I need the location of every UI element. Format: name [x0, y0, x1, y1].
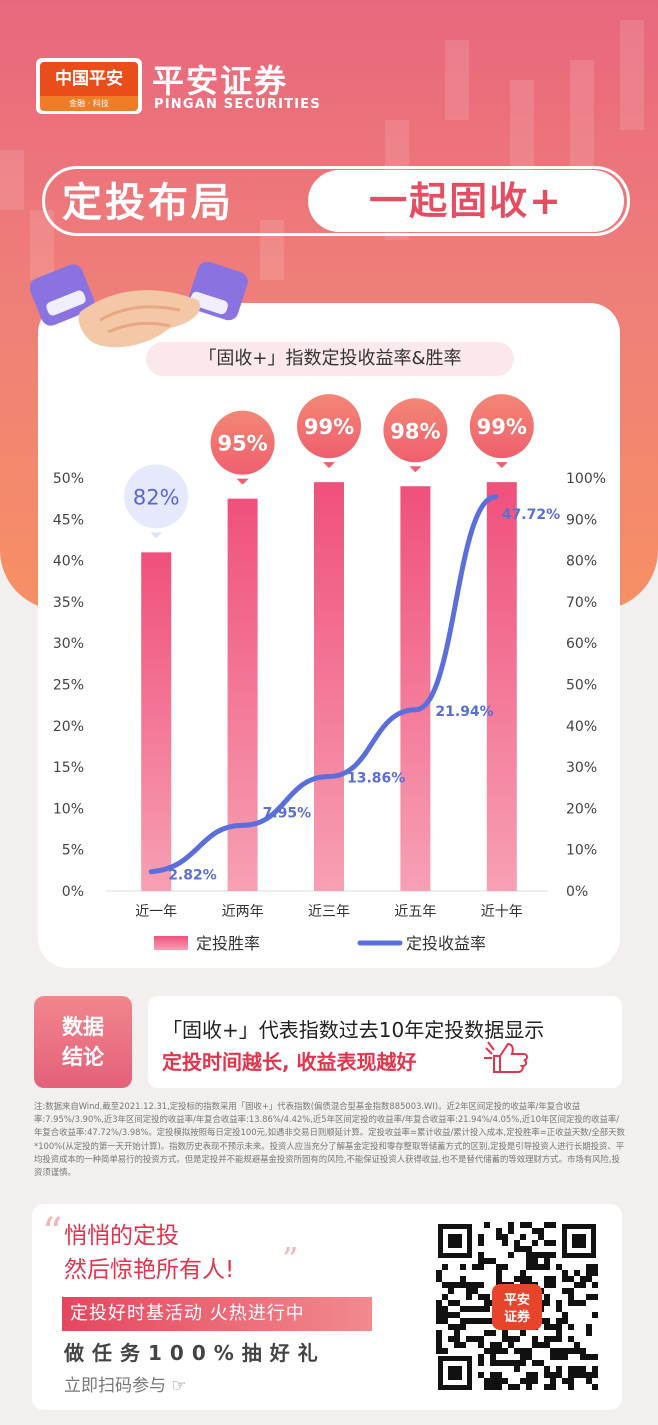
- y-left-tick-label: 0%: [62, 884, 84, 900]
- win-rate-label: 82%: [133, 485, 180, 509]
- y-left-tick-label: 20%: [53, 719, 84, 735]
- y-right-tick-label: 50%: [566, 678, 597, 694]
- thumbs-up-icon: [484, 1041, 528, 1073]
- y-left-tick-label: 30%: [53, 636, 84, 652]
- conclusion-line2: 定投时间越长, 收益表现越好: [162, 1050, 417, 1074]
- y-left-tick-label: 5%: [62, 843, 84, 859]
- win-rate-label: 98%: [390, 419, 440, 443]
- y-right-tick-label: 30%: [566, 760, 597, 776]
- x-tick-label: 近两年: [222, 904, 264, 920]
- return-rate-label: 13.86%: [347, 771, 405, 787]
- chart-title-bg: [146, 342, 514, 376]
- chart-title: 「固收+」指数定投收益率&胜率: [198, 348, 462, 369]
- pointing-hand-icon: ☞: [171, 1376, 187, 1396]
- y-right-tick-label: 100%: [566, 471, 606, 487]
- x-tick-label: 近一年: [135, 904, 177, 920]
- y-right-tick-label: 40%: [566, 719, 597, 735]
- return-rate-label: 2.82%: [168, 868, 217, 884]
- legend-bar-label: 定投胜率: [196, 934, 260, 953]
- legend-line-label: 定投收益率: [406, 934, 486, 953]
- line-return-rate: [148, 494, 499, 875]
- open-quote-icon: “: [42, 1210, 63, 1256]
- bubble-pointer: [409, 466, 422, 473]
- close-quote-icon: ”: [282, 1240, 299, 1278]
- qr-logo-text1: 平安: [504, 1292, 530, 1308]
- handshake-icon: [30, 261, 248, 348]
- win-rate-bubble: [383, 398, 448, 463]
- y-right-tick-label: 80%: [566, 554, 597, 570]
- banner-left-text: 定投布局: [62, 180, 234, 226]
- bar-win-rate: [314, 482, 344, 891]
- y-right-tick-label: 60%: [566, 636, 597, 652]
- qr-center-logo: [492, 1284, 542, 1330]
- conclusion-card: [148, 996, 622, 1088]
- bar-win-rate: [227, 498, 258, 891]
- win-rate-bubble: [297, 394, 361, 459]
- qr-code[interactable]: 平安 证券: [436, 1222, 598, 1392]
- win-rate-bubble: [124, 464, 189, 529]
- return-rate-label: 21.94%: [435, 704, 493, 720]
- disclaimer-note: 注:数据来自Wind,截至2021.12.31,定投标的指数采用「固收+」代表指…: [34, 1101, 625, 1178]
- y-left-tick-label: 10%: [53, 801, 84, 817]
- logo-sub-text: 金融 · 科技: [40, 96, 138, 111]
- bar-win-rate: [141, 552, 172, 891]
- bar-win-rate: [486, 482, 517, 891]
- pingan-logo: 中国平安 金融 · 科技: [36, 58, 142, 114]
- x-tick-label: 近十年: [481, 904, 523, 920]
- win-rate-label: 99%: [304, 415, 354, 439]
- bubble-pointer: [323, 462, 335, 469]
- bubble-pointer: [236, 478, 249, 485]
- scan-cta-label: 立即扫码参与: [64, 1376, 166, 1396]
- bar-win-rate: [400, 486, 431, 891]
- x-tick-label: 近三年: [308, 904, 350, 920]
- win-rate-label: 95%: [217, 432, 267, 456]
- brand-name-cn: 平安证券: [152, 62, 289, 100]
- combo-chart: 0% 5% 10% 15% 20% 25% 30% 35% 40% 45% 50% 0% 10% 20% 3…: [53, 394, 606, 953]
- scan-cta[interactable]: 立即扫码参与 ☞: [64, 1371, 187, 1396]
- y-left-tick-label: 50%: [53, 471, 84, 487]
- conclusion-tag: 数据 结论: [34, 996, 132, 1088]
- banner-right-pill: 一起固收+: [308, 170, 624, 232]
- promo-slogan-line1: 悄悄的定投: [64, 1223, 179, 1249]
- brand-name-en: PINGAN SECURITIES: [154, 97, 321, 112]
- y-left-tick-label: 15%: [53, 760, 84, 776]
- win-rate-label: 99%: [477, 415, 527, 439]
- y-right-tick-label: 70%: [566, 595, 597, 611]
- y-right-tick-label: 20%: [566, 801, 597, 817]
- task-text: 做任务100%抽好礼: [64, 1341, 326, 1365]
- y-left-tick-label: 25%: [53, 678, 84, 694]
- bubble-pointer: [495, 462, 508, 469]
- y-right-tick-label: 0%: [566, 884, 588, 900]
- x-tick-label: 近五年: [394, 904, 436, 920]
- conclusion-tag-line2: 结论: [62, 1045, 104, 1069]
- y-right-tick-label: 90%: [566, 512, 597, 528]
- bubble-pointer: [150, 532, 163, 539]
- event-banner[interactable]: 定投好时基活动 火热进行中: [62, 1297, 372, 1331]
- y-left-tick-label: 40%: [53, 554, 84, 570]
- qr-logo-text2: 证券: [504, 1309, 531, 1325]
- y-right-tick-label: 10%: [566, 843, 597, 859]
- banner-frame: [42, 166, 630, 236]
- conclusion-tag-line1: 数据: [62, 1015, 104, 1039]
- win-rate-bubble: [469, 394, 534, 459]
- y-left-tick-label: 35%: [53, 595, 84, 611]
- logo-main-text: 中国平安: [40, 62, 138, 96]
- return-rate-label: 7.95%: [263, 805, 312, 821]
- y-left-tick-label: 45%: [53, 512, 84, 528]
- conclusion-line1: 「固收+」代表指数过去10年定投数据显示: [162, 1018, 545, 1042]
- promo-slogan-line2: 然后惊艳所有人!: [64, 1257, 235, 1283]
- return-rate-label: 47.72%: [502, 507, 560, 523]
- win-rate-bubble: [210, 410, 275, 475]
- legend-bar-swatch: [154, 936, 188, 950]
